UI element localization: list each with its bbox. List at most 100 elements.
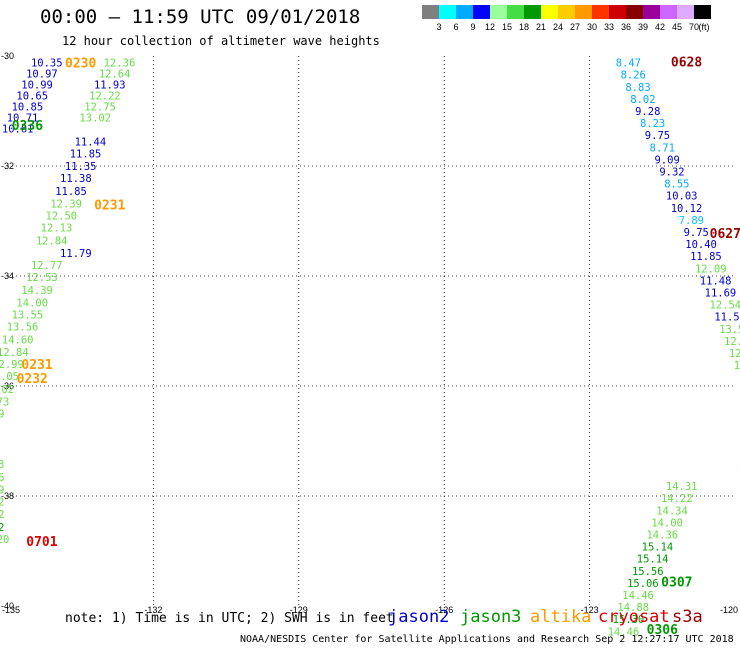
data-label: 10.61 — [2, 124, 34, 136]
data-label: 9.75 — [684, 227, 709, 239]
data-label: 14.20 — [0, 534, 9, 546]
data-label: 15.30 — [613, 614, 645, 626]
chart-footer: NOAA/NESDIS Center for Satellite Applica… — [240, 634, 734, 645]
data-label: 13.71 — [739, 469, 740, 481]
data-label: 8.47 — [616, 58, 641, 70]
y-tick-label: -36 — [1, 381, 14, 391]
x-tick-label: -126 — [435, 605, 453, 615]
data-label: 14.22 — [661, 493, 693, 505]
data-label: 11.44 — [75, 136, 107, 148]
data-label: 13.02 — [79, 113, 111, 125]
data-label: 11.38 — [60, 173, 92, 185]
data-label: 11.35 — [65, 161, 97, 173]
colorbar-tick: 21 — [536, 22, 546, 32]
colorbar-tick: 9 — [470, 22, 475, 32]
data-label: 10.99 — [21, 80, 53, 92]
data-label: 12.77 — [31, 260, 63, 272]
data-label: 12.09 — [695, 263, 727, 275]
data-label: 14.46 — [622, 590, 654, 602]
colorbar-swatch — [422, 5, 439, 19]
data-label: 8.23 — [640, 118, 665, 130]
data-label: 12.22 — [89, 91, 121, 103]
colorbar-tick: 45 — [672, 22, 682, 32]
data-label: 10.40 — [685, 239, 717, 251]
data-label: 13.55 — [719, 324, 740, 336]
data-label: 12.75 — [84, 102, 116, 114]
colorbar-swatch — [660, 5, 677, 19]
data-label: 12.84 — [729, 348, 740, 360]
colorbar-tick: 6 — [453, 22, 458, 32]
colorbar-swatch — [524, 5, 541, 19]
data-label: 12.39 — [50, 198, 82, 210]
data-label: 10.03 — [666, 191, 698, 203]
time-label: 0627 — [710, 227, 740, 242]
chart-subtitle: 12 hour collection of altimeter wave hei… — [62, 34, 380, 48]
y-tick-label: -40 — [1, 601, 14, 611]
data-label: 14.00 — [651, 517, 683, 529]
legend-jason3: jason3 — [460, 607, 522, 627]
time-label: 0231 — [21, 358, 52, 373]
legend-s3a: s3a — [672, 607, 703, 627]
x-tick-label: -132 — [144, 605, 162, 615]
data-label: 14.72 — [0, 497, 4, 509]
colorbar-tick: 15 — [502, 22, 512, 32]
data-label: 15.56 — [632, 566, 664, 578]
data-label: 8.83 — [625, 82, 650, 94]
colorbar-swatch — [626, 5, 643, 19]
data-label: 12.36 — [104, 58, 136, 70]
data-label: 10.65 — [16, 91, 48, 103]
x-tick-label: -123 — [581, 605, 599, 615]
data-label: 9.28 — [635, 106, 660, 118]
data-label: 15.14 — [637, 554, 669, 566]
time-label: 0628 — [671, 56, 702, 71]
data-label: 9.75 — [645, 130, 670, 142]
y-tick-label: -32 — [1, 161, 14, 171]
data-label: 14.31 — [666, 481, 698, 493]
chart-grid — [8, 56, 735, 606]
data-label: 13.55 — [12, 310, 44, 322]
data-label: 13.02 — [0, 384, 14, 396]
colorbar-tick: 27 — [570, 22, 580, 32]
data-label: 15.14 — [642, 542, 674, 554]
data-label: 12.84 — [0, 347, 29, 359]
data-label: 12.45 — [724, 336, 740, 348]
colorbar-tick: 12 — [485, 22, 495, 32]
data-label: 13.46 — [0, 472, 4, 484]
colorbar-swatch — [558, 5, 575, 19]
data-label: 12.73 — [0, 459, 4, 471]
data-label: 14.88 — [617, 602, 649, 614]
data-label: 11.85 — [690, 251, 722, 263]
data-label: 13.97 — [739, 372, 740, 384]
time-label: 0701 — [26, 535, 57, 550]
data-label: 12.84 — [36, 235, 68, 247]
colorbar-tick: 39 — [638, 22, 648, 32]
time-label: 0336 — [12, 119, 43, 134]
data-label: 9.32 — [659, 167, 684, 179]
colorbar-tick: 30 — [587, 22, 597, 32]
colorbar-swatch — [575, 5, 592, 19]
data-label: 8.71 — [650, 142, 675, 154]
data-label: 11.69 — [705, 288, 737, 300]
data-label: 15.22 — [0, 522, 4, 534]
x-tick-label: -120 — [720, 605, 738, 615]
data-label: 10.85 — [12, 102, 44, 114]
data-label: 11.48 — [700, 275, 732, 287]
data-label: 11.79 — [60, 248, 92, 260]
colorbar-swatch — [439, 5, 456, 19]
legend-altika: altika — [530, 607, 592, 627]
y-tick-label: -30 — [1, 51, 14, 61]
data-label: 12.73 — [0, 396, 9, 408]
data-label: 12.99 — [0, 359, 24, 371]
data-label: 10.97 — [26, 69, 58, 81]
colorbar-swatch — [473, 5, 490, 19]
x-tick-label: -135 — [2, 605, 20, 615]
time-label: 0232 — [17, 372, 48, 387]
colorbar-tick: 24 — [553, 22, 563, 32]
data-label: 14.52 — [0, 509, 4, 521]
colorbar-tick: 70 — [689, 22, 699, 32]
data-label: 8.55 — [664, 179, 689, 191]
time-label: 0306 — [647, 623, 678, 638]
data-label: 14.36 — [646, 530, 678, 542]
